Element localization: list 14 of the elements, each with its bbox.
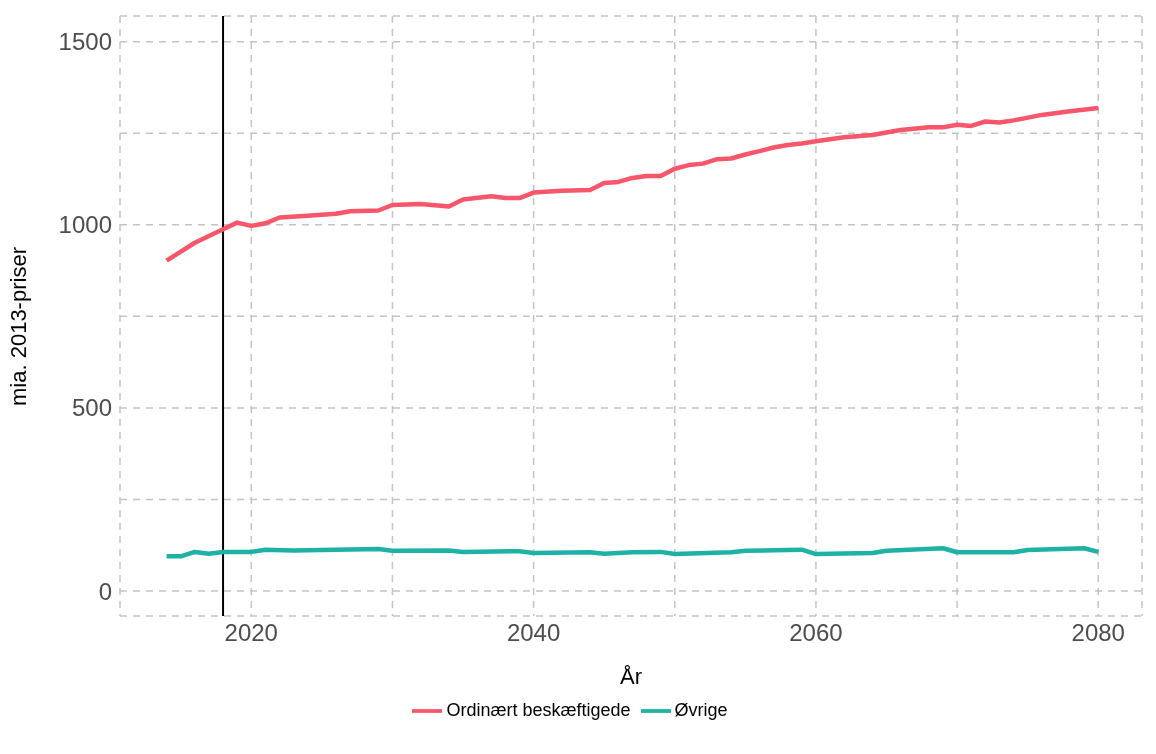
line-series (164, 105, 1101, 263)
x-axis-title: År (620, 664, 642, 689)
y-tick-label: 1000 (58, 211, 112, 239)
y-tick-label: 1500 (58, 28, 112, 56)
legend-label: Ordinært beskæftigede (446, 699, 631, 720)
line-series (164, 545, 1101, 559)
y-tick-label: 500 (71, 394, 112, 422)
x-tick-label: 2020 (224, 619, 278, 647)
x-tick-label: 2080 (1071, 619, 1125, 647)
y-tick-label: 0 (98, 577, 112, 605)
y-axis-title: mia. 2013-priser (5, 247, 31, 406)
x-tick-label: 2060 (789, 619, 843, 647)
x-tick-label: 2040 (506, 619, 561, 647)
legend-label: Øvrige (674, 699, 728, 720)
